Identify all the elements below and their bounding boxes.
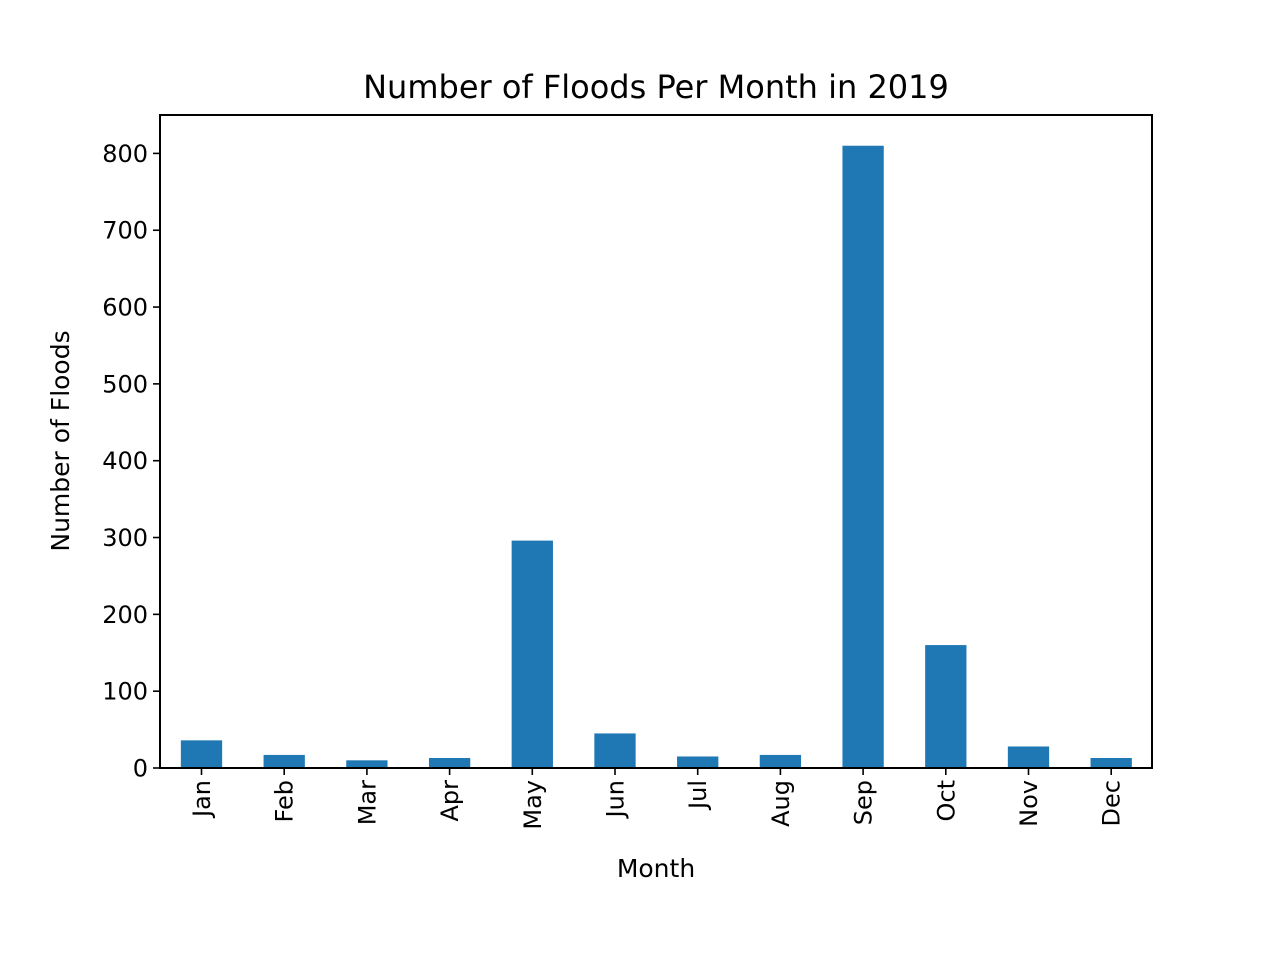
x-tick-label-may: May xyxy=(519,780,547,830)
x-tick-label-mar: Mar xyxy=(353,780,381,825)
y-tick-label-100: 100 xyxy=(102,678,148,706)
y-tick-label-500: 500 xyxy=(102,370,148,398)
bar-jan xyxy=(180,740,223,768)
y-tick-label-700: 700 xyxy=(102,217,148,245)
x-tick-label-jul: Jul xyxy=(684,780,712,811)
x-tick-label-oct: Oct xyxy=(932,780,960,822)
y-axis-label: Number of Floods xyxy=(46,330,75,551)
y-tick-label-800: 800 xyxy=(102,140,148,168)
x-tick-label-dec: Dec xyxy=(1098,780,1126,826)
bar-oct xyxy=(925,645,967,768)
bar-sep xyxy=(842,145,884,769)
y-tick-label-400: 400 xyxy=(102,447,148,475)
bar-may xyxy=(511,540,553,768)
bar-mar xyxy=(346,760,388,768)
x-tick-label-aug: Aug xyxy=(767,780,795,827)
bar-dec xyxy=(1090,758,1132,768)
x-tick-label-nov: Nov xyxy=(1015,780,1043,827)
bar-jun xyxy=(594,733,636,768)
x-tick-label-jan: Jan xyxy=(188,780,216,819)
y-tick-label-200: 200 xyxy=(102,601,148,629)
x-axis-label: Month xyxy=(617,854,695,883)
x-tick-label-apr: Apr xyxy=(436,780,464,822)
bar-apr xyxy=(428,758,471,768)
y-tick-label-300: 300 xyxy=(102,524,148,552)
y-tick-label-600: 600 xyxy=(102,294,148,322)
x-tick-label-jun: Jun xyxy=(602,780,630,820)
chart-title: Number of Floods Per Month in 2019 xyxy=(363,68,949,106)
bar-nov xyxy=(1007,746,1050,768)
axes-frame xyxy=(159,114,1153,769)
bar-jul xyxy=(677,756,719,768)
bar-feb xyxy=(263,754,305,768)
x-tick-label-feb: Feb xyxy=(271,780,299,823)
plot-area: 0 100 200 300 400 500 600 700 800 Jan Feb Mar Apr May… xyxy=(102,140,1132,830)
bar-aug xyxy=(759,754,802,768)
y-tick-label-0: 0 xyxy=(133,755,148,783)
x-tick-label-sep: Sep xyxy=(850,780,878,825)
